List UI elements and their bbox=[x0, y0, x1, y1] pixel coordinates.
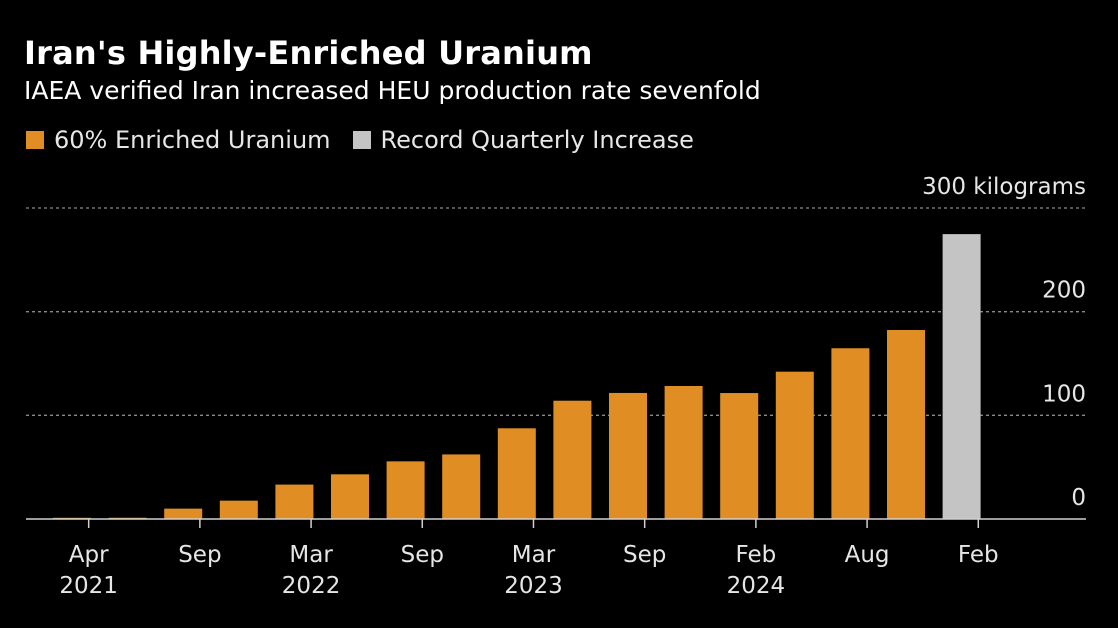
x-tick-label: Apr bbox=[69, 542, 109, 568]
x-tick-year-label: 2024 bbox=[727, 573, 786, 599]
x-tick-label: Feb bbox=[958, 542, 999, 568]
x-tick-label: Feb bbox=[736, 542, 777, 568]
y-axis-labels: 300 kilograms 200 100 0 bbox=[922, 174, 1086, 511]
bar bbox=[331, 474, 369, 519]
x-axis: Apr 2021 Sep Mar 2022 Sep Mar 2023 Sep Feb 2024 Aug… bbox=[26, 518, 1086, 599]
bar bbox=[386, 461, 425, 519]
legend-swatch-record bbox=[352, 131, 371, 149]
bar bbox=[275, 484, 314, 519]
bar bbox=[942, 234, 981, 519]
x-tick-label: Sep bbox=[623, 542, 666, 568]
x-tick-label: Sep bbox=[401, 542, 444, 568]
x-tick-year-label: 2021 bbox=[59, 573, 118, 599]
legend-item-enriched: 60% Enriched Uranium bbox=[26, 126, 331, 154]
bar bbox=[720, 393, 759, 519]
chart-title: Iran's Highly-Enriched Uranium bbox=[24, 34, 593, 72]
bars-layer bbox=[53, 234, 981, 519]
y-tick-label: 100 bbox=[1042, 381, 1086, 407]
y-tick-label: 200 bbox=[1042, 278, 1086, 304]
bar bbox=[553, 400, 592, 519]
bar bbox=[442, 454, 481, 519]
legend-label-enriched: 60% Enriched Uranium bbox=[54, 126, 331, 154]
bar bbox=[164, 508, 203, 519]
x-tick-year-label: 2023 bbox=[504, 573, 563, 599]
legend-label-record: Record Quarterly Increase bbox=[380, 126, 694, 154]
bar bbox=[219, 500, 258, 519]
x-tick-label: Mar bbox=[289, 542, 333, 568]
y-tick-label: 300 kilograms bbox=[922, 174, 1086, 200]
grid-layer bbox=[26, 207, 1086, 416]
legend-swatch-enriched bbox=[26, 131, 44, 149]
bar bbox=[609, 392, 647, 519]
bar bbox=[887, 330, 925, 519]
legend: 60% Enriched Uranium Record Quarterly In… bbox=[26, 126, 716, 154]
bar bbox=[831, 348, 870, 519]
x-tick-label: Mar bbox=[512, 542, 556, 568]
x-tick-label: Aug bbox=[845, 542, 890, 568]
bar bbox=[664, 385, 703, 519]
bar bbox=[497, 428, 536, 519]
bar bbox=[775, 371, 814, 519]
legend-item-record: Record Quarterly Increase bbox=[352, 126, 694, 154]
chart-subtitle: IAEA verified Iran increased HEU product… bbox=[24, 76, 761, 105]
x-tick-label: Sep bbox=[178, 542, 221, 568]
y-tick-label: 0 bbox=[1071, 485, 1086, 511]
x-tick-year-label: 2022 bbox=[282, 573, 341, 599]
